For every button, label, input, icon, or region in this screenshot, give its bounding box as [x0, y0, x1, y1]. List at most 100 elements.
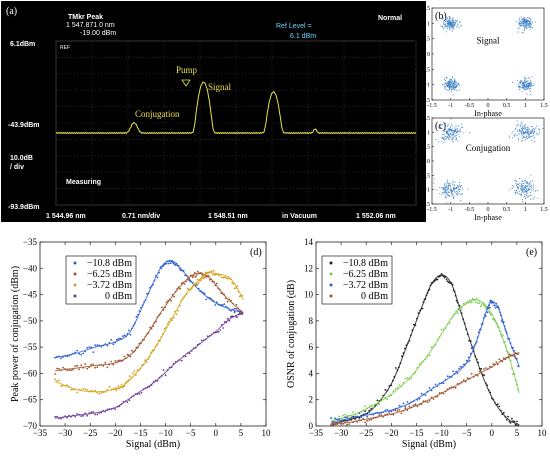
constellation-point — [449, 79, 451, 81]
data-point — [488, 306, 491, 309]
constellation-point — [439, 126, 442, 129]
data-point — [406, 401, 409, 403]
constellation-point — [524, 84, 526, 86]
constellation-point — [448, 24, 450, 26]
constellation-point — [532, 189, 534, 191]
constellation-point — [528, 85, 530, 87]
x-tick-label: 0 — [490, 428, 495, 438]
constellation-point — [529, 192, 531, 194]
data-point — [145, 361, 148, 364]
constellation-point — [450, 118, 452, 120]
constellation-point — [519, 178, 521, 180]
constellation-point — [452, 138, 454, 140]
constellation-point — [527, 23, 530, 25]
constellation-point — [525, 191, 527, 193]
y-tick-label: 0 — [427, 52, 430, 58]
constellation-point — [455, 138, 457, 140]
data-point — [513, 350, 516, 352]
x-tick-label: -1 — [448, 103, 453, 109]
legend-marker — [329, 283, 333, 287]
x-tick-label: 0.5 — [503, 207, 511, 213]
constellation-point — [453, 184, 456, 186]
constellation-point — [446, 193, 448, 195]
data-point — [131, 349, 133, 352]
data-point — [203, 276, 206, 279]
data-point — [470, 300, 473, 303]
constellation-point — [529, 17, 531, 19]
data-point — [334, 417, 336, 420]
constellation-point — [522, 83, 524, 85]
constellation-point — [529, 22, 532, 24]
constellation-point — [444, 23, 446, 26]
constellation-point — [528, 20, 530, 22]
series-3 — [54, 311, 244, 420]
constellation-point — [454, 21, 456, 23]
constellation-point — [535, 190, 537, 192]
x-tick-label: −15 — [133, 428, 148, 438]
constellation-point — [459, 21, 461, 23]
data-point — [161, 306, 163, 309]
constellation-point — [523, 18, 525, 20]
constellation-point — [519, 129, 521, 131]
constellation-point — [445, 139, 447, 141]
legend-marker — [329, 261, 333, 265]
constellation-point — [512, 137, 514, 139]
constellation-point — [526, 20, 528, 23]
constellation-point — [521, 199, 523, 201]
constellation-point — [453, 88, 455, 90]
data-point — [344, 413, 346, 416]
constellation-point — [446, 25, 448, 27]
constellation-point — [521, 123, 523, 125]
constellation-point — [456, 26, 458, 28]
data-point — [146, 293, 148, 295]
data-point — [186, 275, 189, 278]
y-tick-label: 0 — [427, 159, 430, 165]
constellation-point — [535, 125, 537, 127]
y-tick-label: 1.5 — [423, 116, 431, 122]
x-tick-label: -0.5 — [465, 103, 475, 109]
constellation-point — [451, 25, 453, 27]
x-tick-label: −10 — [159, 428, 174, 438]
constellation-point — [450, 132, 452, 135]
constellation-point — [445, 20, 447, 23]
constellation-point — [449, 129, 451, 131]
data-point — [456, 372, 459, 375]
constellation-point — [452, 139, 454, 141]
constellation-point — [521, 137, 523, 139]
data-point — [402, 402, 405, 405]
constellation-point — [524, 76, 526, 78]
constellation-point — [448, 133, 450, 135]
constellation-point — [532, 131, 534, 133]
constellation-point — [522, 18, 524, 20]
constellation-point — [450, 84, 452, 86]
x-axis-label: Signal (dBm) — [126, 439, 180, 450]
constellation-point — [526, 22, 528, 25]
data-point — [386, 398, 389, 400]
constellation-point — [530, 198, 532, 200]
constellation-point — [522, 81, 524, 84]
constellation-point — [458, 189, 460, 191]
data-point — [219, 329, 222, 331]
data-point — [483, 374, 486, 377]
constellation-point — [523, 88, 525, 90]
constellation-point — [452, 181, 454, 183]
constellation-point — [444, 190, 446, 192]
constellation-point — [455, 87, 457, 89]
legend-entry: −6.25 dBm — [343, 269, 388, 280]
data-point — [430, 346, 433, 349]
x-axis-label: Signal (dBm) — [402, 439, 456, 450]
constellation-point — [452, 82, 454, 84]
constellation-point — [531, 76, 533, 78]
constellation-point — [520, 16, 522, 18]
panel-label-b: (b) — [435, 11, 447, 22]
legend-marker — [73, 272, 77, 276]
constellation-point — [452, 183, 454, 185]
constellation-point — [452, 84, 454, 86]
constellation-point — [443, 27, 445, 29]
constellation-point — [521, 23, 523, 25]
data-point — [129, 355, 132, 358]
data-point — [350, 417, 353, 420]
x-axis-label: In-phase — [474, 109, 502, 118]
constellation-point — [511, 184, 513, 187]
data-point — [406, 377, 409, 379]
